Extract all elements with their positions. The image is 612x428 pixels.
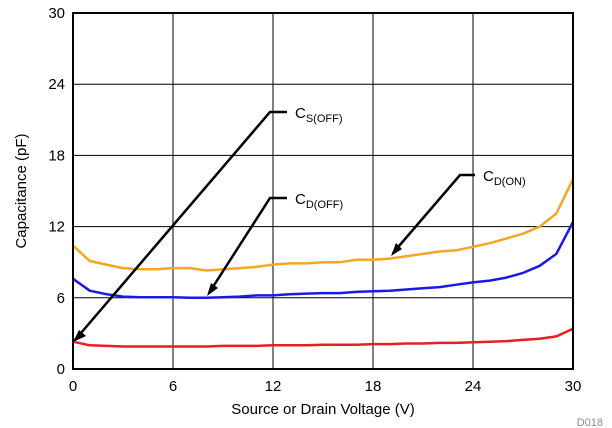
tick-labels: 0 6 12 18 24 30 0 6 12 18 24 30	[48, 5, 581, 395]
y-axis-label: Capacitance (pF)	[13, 133, 30, 248]
annotation-leader-cs-off	[74, 110, 287, 341]
x-tick-label: 12	[265, 378, 282, 395]
plot-border	[72, 12, 574, 370]
y-tick-label: 0	[57, 361, 65, 378]
annotation-arrowhead-cs-off	[73, 330, 86, 342]
annotation-leader-cd-off	[207, 196, 287, 294]
series-lines	[72, 178, 575, 348]
y-tick-label: 30	[48, 5, 65, 22]
x-tick-label: 24	[465, 378, 482, 395]
y-tick-label: 6	[57, 290, 65, 307]
y-tick-label: 24	[48, 76, 65, 93]
annotation-label-cd-off: CD(OFF)	[295, 191, 343, 211]
series-line-doff	[72, 221, 575, 300]
series-line-soff	[72, 327, 574, 348]
annotation-label-cd-on: CD(ON)	[483, 168, 526, 188]
y-tick-label: 18	[48, 147, 65, 164]
x-tick-label: 0	[69, 378, 77, 395]
annotation-label-cs-off: CS(OFF)	[295, 105, 343, 125]
grid-lines	[72, 12, 574, 370]
annotation-leader-cd-on	[392, 173, 475, 254]
x-tick-label: 6	[169, 378, 177, 395]
x-tick-label: 30	[565, 378, 582, 395]
figure-id: D018	[577, 417, 603, 428]
y-tick-label: 12	[48, 219, 65, 236]
annotation-arrowhead-cd-on	[391, 243, 402, 256]
annotations: CS(OFF) CD(OFF) CD(ON)	[73, 105, 526, 342]
annotation-arrowhead-cd-off	[207, 283, 218, 296]
x-axis-label: Source or Drain Voltage (V)	[231, 401, 414, 418]
series-line-don	[72, 178, 575, 272]
x-tick-label: 18	[365, 378, 382, 395]
